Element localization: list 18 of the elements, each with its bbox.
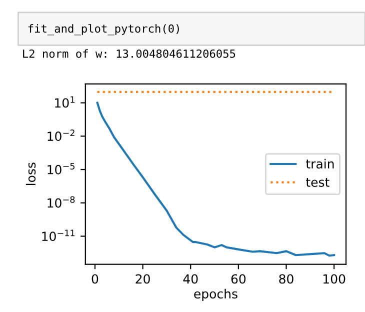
x-tick-label: 40: [183, 274, 198, 284]
text: L2 norm of w: 13.004804611206055: [23, 49, 236, 58]
x-tick-label: 0: [92, 274, 98, 284]
x-tick-label: 100: [324, 274, 346, 284]
y-tick-label: 10$^{−2}$: [48, 130, 74, 141]
x-axis-title: epochs: [194, 288, 238, 301]
y-tick-label: 10$^{−11}$: [42, 230, 74, 242]
x-tick-label: 20: [136, 274, 150, 284]
x-tick-label: 80: [279, 274, 294, 284]
y-tick-label: 10$^{−8}$: [48, 196, 75, 208]
line-series: [96, 102, 336, 257]
legend-label: train: [306, 158, 334, 169]
y-axis-title: loss: [26, 162, 36, 185]
y-tick-label: 10$^{−5}$: [48, 163, 74, 174]
y-tick-label: 10$^{1}$: [55, 96, 74, 108]
x-tick-label: 60: [231, 274, 246, 284]
legend-label: test: [306, 178, 330, 187]
text: fit_and_plot_pytorch(0): [28, 24, 179, 36]
